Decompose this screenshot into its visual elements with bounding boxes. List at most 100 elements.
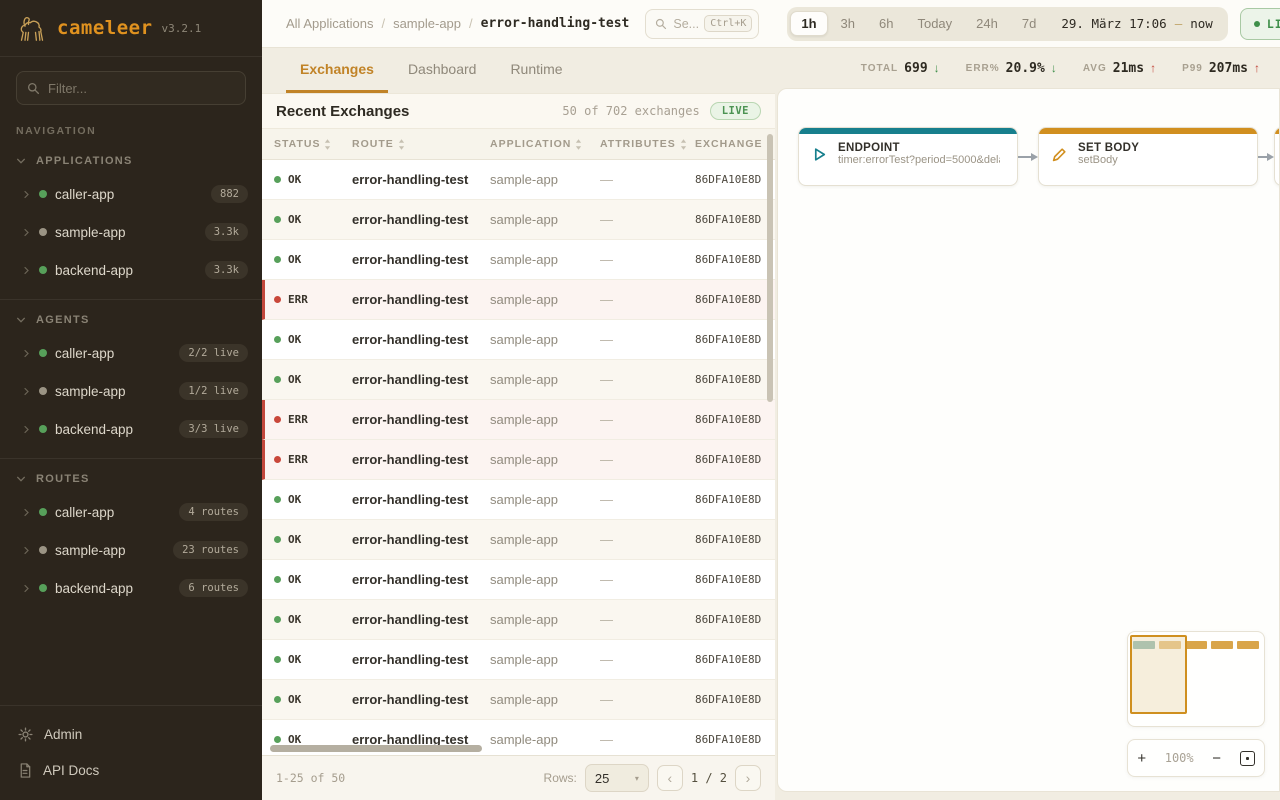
status-label: ERR bbox=[288, 453, 308, 466]
document-icon bbox=[18, 762, 32, 778]
time-range-7d[interactable]: 7d bbox=[1021, 16, 1037, 31]
table-row[interactable]: OK error-handling-test sample-app — 86DF… bbox=[262, 560, 775, 600]
group-head-routes[interactable]: ROUTES bbox=[0, 465, 262, 493]
route-flow-canvas[interactable]: ENDPOINT timer:errorTest?period=5000&del… bbox=[777, 88, 1280, 792]
horizontal-scrollbar[interactable] bbox=[270, 745, 482, 752]
minimap-viewport[interactable] bbox=[1130, 635, 1187, 714]
zoom-out-button[interactable]: − bbox=[1212, 749, 1222, 767]
table-row[interactable]: OK error-handling-test sample-app — 86DF… bbox=[262, 320, 775, 360]
sidebar-item-label: caller-app bbox=[55, 504, 115, 520]
column-header-exchange[interactable]: EXCHANGE bbox=[695, 138, 763, 150]
sidebar-item-applications-caller-app[interactable]: caller-app 882 bbox=[0, 175, 262, 213]
sidebar-item-applications-backend-app[interactable]: backend-app 3.3k bbox=[0, 251, 262, 289]
table-row[interactable]: ERR error-handling-test sample-app — 86D… bbox=[262, 400, 775, 440]
tab-exchanges[interactable]: Exchanges bbox=[286, 48, 388, 93]
fit-view-icon[interactable] bbox=[1239, 750, 1255, 766]
live-toggle-button[interactable]: LIVE bbox=[1239, 7, 1280, 40]
table-row[interactable]: OK error-handling-test sample-app — 86DF… bbox=[262, 520, 775, 560]
table-header-row: STATUS ROUTE APPLICATION ATTRIBUTES EXCH… bbox=[262, 128, 775, 160]
time-range-today[interactable]: Today bbox=[917, 16, 953, 31]
sidebar-item-routes-backend-app[interactable]: backend-app 6 routes bbox=[0, 569, 262, 607]
flow-node-set-body[interactable]: SET BODY setBody bbox=[1038, 127, 1258, 186]
table-row[interactable]: OK error-handling-test sample-app — 86DF… bbox=[262, 480, 775, 520]
application-cell: sample-app bbox=[490, 172, 558, 187]
logo-row[interactable]: cameleer v3.2.1 bbox=[0, 0, 262, 57]
status-dot bbox=[274, 496, 281, 503]
sidebar-filter[interactable] bbox=[16, 71, 246, 105]
time-range-display[interactable]: 29. März 17:06 — now bbox=[1049, 16, 1224, 31]
status-dot bbox=[274, 176, 281, 183]
table-row[interactable]: OK error-handling-test sample-app — 86DF… bbox=[262, 240, 775, 280]
group-title: AGENTS bbox=[36, 314, 90, 326]
tab-runtime[interactable]: Runtime bbox=[510, 61, 563, 77]
table-row[interactable]: ERR error-handling-test sample-app — 86D… bbox=[262, 440, 775, 480]
filter-input[interactable] bbox=[48, 80, 235, 96]
breadcrumb-all-applications[interactable]: All Applications bbox=[286, 16, 374, 31]
global-search[interactable]: Se... Ctrl+K bbox=[645, 8, 760, 39]
breadcrumb-sample-app[interactable]: sample-app bbox=[393, 16, 462, 31]
zoom-in-button[interactable]: + bbox=[1137, 749, 1147, 767]
sidebar-item-applications-sample-app[interactable]: sample-app 3.3k bbox=[0, 213, 262, 251]
table-row[interactable]: ERR error-handling-test sample-app — 86D… bbox=[262, 280, 775, 320]
sidebar-item-routes-caller-app[interactable]: caller-app 4 routes bbox=[0, 493, 262, 531]
application-cell: sample-app bbox=[490, 292, 558, 307]
minimap[interactable] bbox=[1127, 631, 1265, 727]
flow-node-endpoint[interactable]: ENDPOINT timer:errorTest?period=5000&del… bbox=[798, 127, 1018, 186]
column-header-route[interactable]: ROUTE bbox=[352, 138, 490, 150]
sidebar-item-agents-caller-app[interactable]: caller-app 2/2 live bbox=[0, 334, 262, 372]
table-row[interactable]: OK error-handling-test sample-app — 86DF… bbox=[262, 160, 775, 200]
time-range-24h[interactable]: 24h bbox=[976, 16, 998, 31]
nav-group-routes: ROUTES caller-app 4 routes sample-app 23… bbox=[0, 459, 262, 617]
table-row[interactable]: OK error-handling-test sample-app — 86DF… bbox=[262, 640, 775, 680]
table-row[interactable]: OK error-handling-test sample-app — 86DF… bbox=[262, 200, 775, 240]
table-row[interactable]: OK error-handling-test sample-app — 86DF… bbox=[262, 360, 775, 400]
application-cell: sample-app bbox=[490, 532, 558, 547]
table-row[interactable]: OK error-handling-test sample-app — 86DF… bbox=[262, 680, 775, 720]
chevron-right-icon bbox=[22, 546, 31, 555]
flow-node-partial[interactable] bbox=[1274, 127, 1279, 186]
tab-dashboard[interactable]: Dashboard bbox=[407, 61, 477, 77]
status-label: OK bbox=[288, 493, 302, 506]
trend-down-icon: ↓ bbox=[933, 61, 940, 75]
exchange-id-cell: 86DFA10E8D bbox=[695, 493, 762, 506]
application-cell: sample-app bbox=[490, 332, 558, 347]
chevron-down-icon bbox=[16, 315, 26, 325]
sidebar-item-label: sample-app bbox=[55, 224, 126, 240]
sidebar-item-label: sample-app bbox=[55, 542, 126, 558]
table-row[interactable]: OK error-handling-test sample-app — 86DF… bbox=[262, 720, 775, 755]
vertical-scrollbar[interactable] bbox=[767, 134, 773, 402]
time-range-control: 1h 3h 6h Today 24h 7d 29. März 17:06 — n… bbox=[787, 6, 1228, 41]
time-range-6h[interactable]: 6h bbox=[879, 16, 894, 31]
sidebar-item-routes-sample-app[interactable]: sample-app 23 routes bbox=[0, 531, 262, 569]
attributes-cell: — bbox=[600, 172, 613, 187]
range-separator: — bbox=[1174, 16, 1183, 31]
sidebar-item-agents-sample-app[interactable]: sample-app 1/2 live bbox=[0, 372, 262, 410]
column-header-attributes[interactable]: ATTRIBUTES bbox=[600, 138, 695, 150]
next-page-button[interactable]: › bbox=[735, 765, 761, 791]
time-range-1h[interactable]: 1h bbox=[790, 11, 828, 36]
search-placeholder: Se... bbox=[673, 16, 699, 31]
navigation-label: NAVIGATION bbox=[16, 125, 97, 137]
count-badge: 23 routes bbox=[173, 541, 248, 559]
group-head-applications[interactable]: APPLICATIONS bbox=[0, 147, 262, 175]
rows-per-page-select[interactable]: 25 ▾ bbox=[584, 764, 649, 792]
column-header-application[interactable]: APPLICATION bbox=[490, 138, 600, 150]
status-label: OK bbox=[288, 213, 302, 226]
status-cell: OK bbox=[274, 493, 352, 506]
count-badge: 2/2 live bbox=[179, 344, 248, 362]
column-header-status[interactable]: STATUS bbox=[274, 138, 352, 150]
sidebar-item-agents-backend-app[interactable]: backend-app 3/3 live bbox=[0, 410, 262, 448]
status-dot bbox=[39, 228, 47, 236]
table-row[interactable]: OK error-handling-test sample-app — 86DF… bbox=[262, 600, 775, 640]
status-dot bbox=[274, 576, 281, 583]
node-accent-bar bbox=[799, 128, 1017, 134]
exchange-id-cell: 86DFA10E8D bbox=[695, 213, 762, 226]
sidebar-item-admin[interactable]: Admin bbox=[0, 716, 262, 752]
sidebar-item-api-docs[interactable]: API Docs bbox=[0, 752, 262, 788]
status-dot bbox=[274, 456, 281, 463]
camel-logo-icon bbox=[16, 14, 48, 42]
group-head-agents[interactable]: AGENTS bbox=[0, 306, 262, 334]
route-cell: error-handling-test bbox=[352, 412, 469, 427]
time-range-3h[interactable]: 3h bbox=[840, 16, 855, 31]
prev-page-button[interactable]: ‹ bbox=[656, 765, 683, 791]
